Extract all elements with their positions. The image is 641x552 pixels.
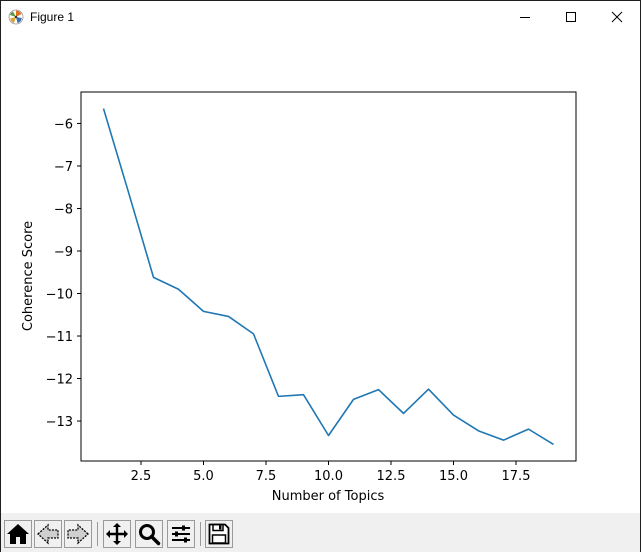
- home-button[interactable]: [4, 520, 32, 548]
- configure-subplots-button[interactable]: [167, 520, 195, 548]
- x-axis-label: Number of Topics: [272, 489, 385, 504]
- home-icon: [7, 524, 29, 544]
- toolbar-separator: [200, 522, 201, 546]
- x-tick-label: 12.5: [377, 469, 406, 484]
- y-tick-label: −10: [46, 288, 73, 303]
- toolbar-separator: [97, 522, 98, 546]
- x-tick-label: 17.5: [502, 469, 531, 484]
- figure-canvas[interactable]: 2.5 5.0 7.5 10.0 12.5 15.0 17.5 −6 −7 −8 −9 −10 −11 −…: [1, 33, 640, 513]
- sliders-icon: [172, 525, 190, 543]
- y-tick-label: −8: [54, 202, 73, 217]
- back-arrow-icon: [37, 523, 59, 545]
- axes-frame: [80, 91, 577, 462]
- y-tick-label: −7: [54, 160, 73, 175]
- forward-button[interactable]: [64, 520, 92, 548]
- x-tick-label: 5.0: [193, 469, 214, 484]
- y-tick-label: −12: [46, 373, 73, 388]
- window-title: Figure 1: [30, 10, 75, 24]
- title-bar[interactable]: Figure 1: [1, 1, 640, 33]
- floppy-disk-icon: [208, 523, 230, 545]
- minimize-icon: [520, 17, 530, 18]
- x-tick-label: 10.0: [314, 469, 343, 484]
- back-button[interactable]: [34, 520, 62, 548]
- x-tick-label: 7.5: [256, 469, 277, 484]
- close-button[interactable]: [594, 1, 640, 33]
- matplotlib-figure-icon: [8, 9, 24, 25]
- y-tick-label: −13: [46, 415, 73, 430]
- y-tick-label: −11: [46, 330, 73, 345]
- zoom-button[interactable]: [135, 520, 163, 548]
- x-tick-label: 15.0: [439, 469, 468, 484]
- coherence-line: [102, 108, 554, 446]
- move-arrows-icon: [106, 523, 128, 545]
- pan-button[interactable]: [103, 520, 131, 548]
- forward-arrow-icon: [67, 523, 89, 545]
- y-tick-label: −9: [54, 245, 73, 260]
- y-tick-label: −6: [54, 117, 73, 132]
- y-axis-label: Coherence Score: [21, 221, 36, 331]
- x-tick-label: 2.5: [131, 469, 152, 484]
- maximize-button[interactable]: [548, 1, 594, 33]
- minimize-button[interactable]: [502, 1, 548, 33]
- navigation-toolbar: [1, 513, 640, 552]
- magnifier-icon: [139, 524, 161, 546]
- maximize-icon: [566, 12, 576, 22]
- line-chart: 2.5 5.0 7.5 10.0 12.5 15.0 17.5 −6 −7 −8 −9 −10 −11 −…: [21, 91, 577, 504]
- close-icon: [611, 11, 623, 23]
- save-button[interactable]: [205, 520, 233, 548]
